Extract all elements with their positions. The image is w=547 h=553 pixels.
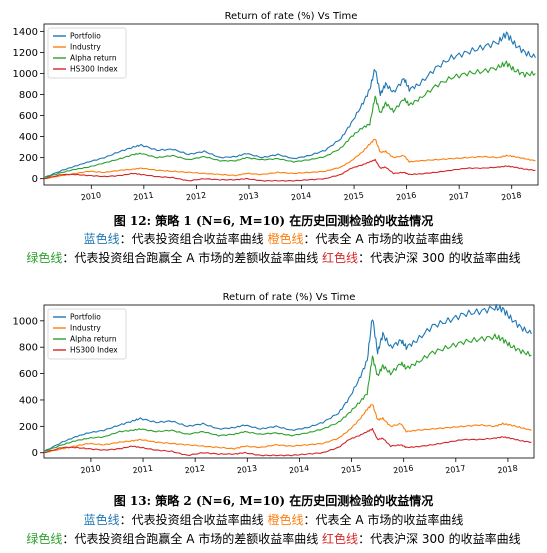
x-tick-label: 2016 xyxy=(393,464,414,476)
series-line-alpha-return xyxy=(43,333,532,452)
series-line-portfolio xyxy=(43,303,532,452)
series-line-industry xyxy=(43,404,532,453)
y-tick-label: 600 xyxy=(19,369,38,380)
note-segment: 绿色线 xyxy=(26,532,63,546)
x-tick-label: 2013 xyxy=(236,464,257,476)
legend-box xyxy=(47,27,127,79)
x-tick-label: 2017 xyxy=(445,464,466,476)
y-tick-label: 1000 xyxy=(13,69,38,80)
series-line-portfolio xyxy=(43,31,536,179)
x-tick-label: 2014 xyxy=(288,464,309,476)
note-segment: ：代表投资组合跑赢全 A 市场的差额收益率曲线 xyxy=(62,251,323,265)
chart-figure-2: Return of rate (%) Vs Time 0 200 400 600 800 1… xyxy=(0,283,547,488)
figure-note-2a: 蓝色线：代表投资组合收益率曲线 橙色线：代表全 A 市场的收益率曲线 xyxy=(0,511,547,528)
note-segment: 橙色线 xyxy=(267,232,304,246)
x-tick-label: 2017 xyxy=(448,191,469,203)
y-tick-label: 200 xyxy=(19,422,38,433)
legend-label: Alpha return xyxy=(70,335,117,344)
legend: Portfolio Industry Alpha return HS300 Index xyxy=(47,308,127,360)
chart-title: Return of rate (%) Vs Time xyxy=(225,11,358,22)
x-tick-label: 2011 xyxy=(132,464,153,476)
y-tick-label: 1200 xyxy=(13,48,38,59)
x-tick-label: 2010 xyxy=(80,464,101,476)
x-tick-label: 2011 xyxy=(133,191,154,203)
legend-box xyxy=(47,308,127,360)
note-segment: ：代表投资组合收益率曲线 xyxy=(119,232,268,246)
y-tick-label: 800 xyxy=(19,343,38,354)
note-segment: 绿色线 xyxy=(26,251,63,265)
series-line-industry xyxy=(43,138,536,179)
y-tick-label: 800 xyxy=(19,90,38,101)
series-line-hs300-index xyxy=(43,158,536,182)
chart-title: Return of rate (%) Vs Time xyxy=(223,292,356,303)
y-tick-label: 0 xyxy=(32,174,38,185)
series-line-hs300-index xyxy=(43,427,532,457)
series-line-alpha-return xyxy=(43,60,536,178)
figure-note-1b: 绿色线：代表投资组合跑赢全 A 市场的差额收益率曲线 红色线：代表沪深 300 … xyxy=(0,249,547,266)
x-tick-label: 2018 xyxy=(497,464,518,476)
y-tick-label: 200 xyxy=(19,153,38,164)
y-tick-label: 1400 xyxy=(13,27,38,38)
line-chart-2: Return of rate (%) Vs Time 0 200 400 600 800 1… xyxy=(13,292,535,476)
x-tick-label: 2018 xyxy=(501,191,522,203)
note-segment: ：代表投资组合跑赢全 A 市场的差额收益率曲线 xyxy=(62,532,323,546)
legend-label: Portfolio xyxy=(70,313,101,322)
legend-label: Industry xyxy=(70,324,101,333)
figure-caption-2: 图 13: 策略 2 (N=6, M=10) 在历史回测检验的收益情况 xyxy=(113,494,434,508)
x-tick-label: 2013 xyxy=(238,191,259,203)
legend-label: Portfolio xyxy=(70,32,101,41)
figure-note-2b: 绿色线：代表投资组合跑赢全 A 市场的差额收益率曲线 红色线：代表沪深 300 … xyxy=(0,530,547,547)
plot-frame xyxy=(43,304,535,459)
note-segment: 红色线 xyxy=(322,251,359,265)
note-segment: ：代表沪深 300 的收益率曲线 xyxy=(358,532,521,546)
y-tick-label: 600 xyxy=(19,111,38,122)
note-segment: ：代表全 A 市场的收益率曲线 xyxy=(303,232,464,246)
legend-label: Industry xyxy=(70,43,101,52)
x-tick-label: 2010 xyxy=(80,191,101,203)
x-tick-label: 2015 xyxy=(343,191,364,203)
note-segment: 蓝色线 xyxy=(83,232,120,246)
legend: Portfolio Industry Alpha return HS300 Index xyxy=(47,27,127,79)
note-segment: ：代表全 A 市场的收益率曲线 xyxy=(303,513,464,527)
y-tick-label: 0 xyxy=(32,448,38,459)
note-segment: ：代表沪深 300 的收益率曲线 xyxy=(358,251,521,265)
x-tick-label: 2014 xyxy=(290,191,311,203)
figure-note-1a: 蓝色线：代表投资组合收益率曲线 橙色线：代表全 A 市场的收益率曲线 xyxy=(0,230,547,247)
x-tick-label: 2016 xyxy=(396,191,417,203)
note-segment: 红色线 xyxy=(322,532,359,546)
chart-figure-1: Return of rate (%) Vs Time 0 200 400 600 800 1… xyxy=(0,0,547,210)
y-tick-label: 400 xyxy=(19,395,38,406)
plot-frame xyxy=(43,23,539,186)
note-segment: 蓝色线 xyxy=(83,513,120,527)
note-segment: ：代表投资组合收益率曲线 xyxy=(119,513,268,527)
y-tick-label: 1000 xyxy=(13,316,38,327)
note-segment: 橙色线 xyxy=(267,513,304,527)
y-tick-label: 400 xyxy=(19,132,38,143)
x-tick-label: 2015 xyxy=(340,464,361,476)
line-chart-1: Return of rate (%) Vs Time 0 200 400 600 800 1… xyxy=(13,11,539,203)
legend-label: HS300 Index xyxy=(70,65,118,74)
figure-caption-1: 图 12: 策略 1 (N=6, M=10) 在历史回测检验的收益情况 xyxy=(113,214,434,228)
legend-label: HS300 Index xyxy=(70,346,118,355)
x-tick-label: 2012 xyxy=(184,464,205,476)
legend-label: Alpha return xyxy=(70,54,117,63)
x-tick-label: 2012 xyxy=(185,191,206,203)
